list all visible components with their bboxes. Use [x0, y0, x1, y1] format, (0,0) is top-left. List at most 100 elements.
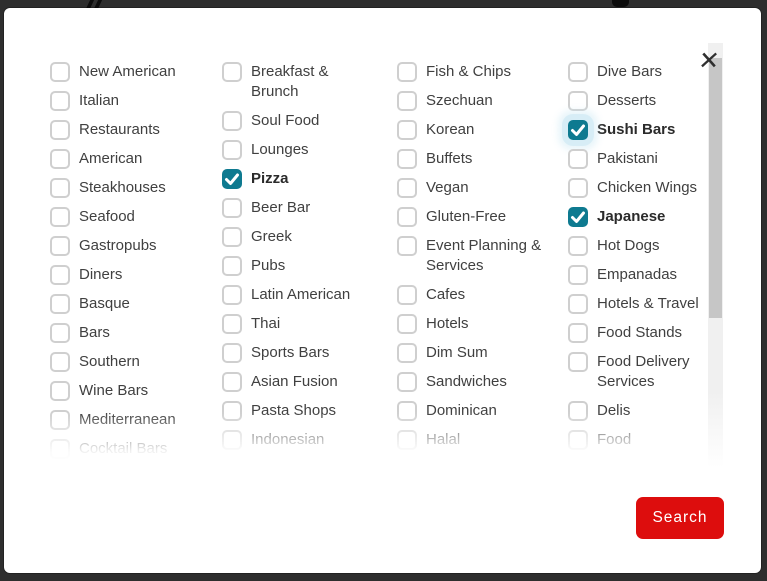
category-label[interactable]: Wine Bars [79, 382, 149, 399]
category-item[interactable]: Food Stands [568, 323, 713, 343]
category-label[interactable]: Soul Food [251, 112, 320, 129]
checkbox-unchecked[interactable] [50, 352, 70, 372]
category-label[interactable]: Sports Bars [251, 344, 330, 361]
category-item[interactable]: Beer Bar [222, 198, 363, 218]
category-item[interactable]: Empanadas [568, 265, 713, 285]
category-label[interactable]: Cafes [426, 286, 466, 303]
category-label[interactable]: Pakistani [597, 150, 658, 167]
category-item[interactable]: Dominican [397, 401, 547, 421]
category-label[interactable]: Thai [251, 315, 281, 332]
checkbox-unchecked[interactable] [50, 294, 70, 314]
checkbox-unchecked[interactable] [222, 140, 242, 160]
category-item[interactable]: New American [50, 62, 210, 82]
category-item[interactable]: Vegan [397, 178, 547, 198]
category-item[interactable]: Delis [568, 401, 713, 421]
checkbox-unchecked[interactable] [568, 62, 588, 82]
category-label[interactable]: Szechuan [426, 92, 493, 109]
category-item[interactable]: Buffets [397, 149, 547, 169]
category-item[interactable]: Dive Bars [568, 62, 713, 82]
category-item[interactable]: Pakistani [568, 149, 713, 169]
category-item[interactable]: Lounges [222, 140, 363, 160]
category-label[interactable]: Italian [79, 92, 120, 109]
checkbox-unchecked[interactable] [568, 265, 588, 285]
checkbox-unchecked[interactable] [397, 91, 417, 111]
category-item[interactable]: Hotels & Travel [568, 294, 713, 314]
category-label[interactable]: Breakfast & Brunch [251, 63, 329, 100]
category-label[interactable]: Delis [597, 402, 631, 419]
category-label[interactable]: Lounges [251, 141, 309, 158]
category-label[interactable]: Pubs [251, 257, 286, 274]
category-label[interactable]: Sandwiches [426, 373, 507, 390]
category-item[interactable]: Event Planning & Services [397, 236, 547, 276]
checkbox-unchecked[interactable] [397, 149, 417, 169]
checkbox-unchecked[interactable] [222, 343, 242, 363]
category-label[interactable]: Buffets [426, 150, 473, 167]
checkbox-unchecked[interactable] [222, 198, 242, 218]
checkbox-unchecked[interactable] [222, 227, 242, 247]
category-label[interactable]: Southern [79, 353, 140, 370]
category-label[interactable]: Basque [79, 295, 130, 312]
category-item[interactable]: Indonesian [222, 430, 363, 450]
category-item[interactable]: Hotels [397, 314, 547, 334]
category-label[interactable]: Diners [79, 266, 123, 283]
category-label[interactable]: Hotels & Travel [597, 295, 699, 312]
checkbox-unchecked[interactable] [568, 236, 588, 256]
category-item[interactable]: American [50, 149, 210, 169]
category-item[interactable]: Gastropubs [50, 236, 210, 256]
checkbox-unchecked[interactable] [397, 430, 417, 450]
category-label[interactable]: Mediterranean [79, 411, 176, 428]
checkbox-unchecked[interactable] [222, 62, 242, 82]
category-label[interactable]: Chicken Wings [597, 179, 698, 196]
category-label[interactable]: Vegan [426, 179, 469, 196]
checkbox-unchecked[interactable] [50, 323, 70, 343]
checkbox-unchecked[interactable] [50, 91, 70, 111]
category-label[interactable]: New American [79, 63, 176, 80]
checkbox-unchecked[interactable] [222, 430, 242, 450]
checkbox-unchecked[interactable] [397, 372, 417, 392]
checkbox-unchecked[interactable] [50, 439, 70, 459]
category-item[interactable]: Steakhouses [50, 178, 210, 198]
category-item[interactable]: Latin American [222, 285, 363, 305]
category-item[interactable]: Halal [397, 430, 547, 450]
category-item[interactable]: Bars [50, 323, 210, 343]
checkbox-unchecked[interactable] [222, 111, 242, 131]
checkbox-unchecked[interactable] [50, 62, 70, 82]
category-label[interactable]: Food Delivery Services [597, 353, 690, 390]
category-label[interactable]: Halal [426, 431, 461, 448]
category-label[interactable]: Indonesian [251, 431, 325, 448]
category-item[interactable]: Breakfast & Brunch [222, 62, 363, 102]
checkbox-unchecked[interactable] [50, 178, 70, 198]
category-label[interactable]: Japanese [597, 208, 666, 225]
checkbox-unchecked[interactable] [397, 236, 417, 256]
category-label[interactable]: Empanadas [597, 266, 678, 283]
checkbox-unchecked[interactable] [50, 381, 70, 401]
category-item[interactable]: Pasta Shops [222, 401, 363, 421]
category-label[interactable]: Seafood [79, 208, 135, 225]
category-label[interactable]: Sushi Bars [597, 121, 676, 138]
category-item[interactable]: Soul Food [222, 111, 363, 131]
category-item[interactable]: Basque [50, 294, 210, 314]
checkbox-unchecked[interactable] [222, 401, 242, 421]
category-label[interactable]: Gastropubs [79, 237, 157, 254]
category-item[interactable]: Desserts [568, 91, 713, 111]
checkbox-unchecked[interactable] [222, 256, 242, 276]
checkbox-unchecked[interactable] [397, 178, 417, 198]
checkbox-unchecked[interactable] [397, 285, 417, 305]
category-item[interactable]: Southern [50, 352, 210, 372]
category-item[interactable]: Pizza [222, 169, 363, 189]
category-item[interactable]: Dim Sum [397, 343, 547, 363]
category-item[interactable]: Fish & Chips [397, 62, 547, 82]
category-item[interactable]: Seafood [50, 207, 210, 227]
category-item[interactable]: Italian [50, 91, 210, 111]
category-label[interactable]: Pasta Shops [251, 402, 337, 419]
category-item[interactable]: Food [568, 430, 713, 450]
category-label[interactable]: Greek [251, 228, 292, 245]
checkbox-unchecked[interactable] [222, 314, 242, 334]
category-item[interactable]: Cocktail Bars [50, 439, 210, 459]
category-item[interactable]: Asian Fusion [222, 372, 363, 392]
category-item[interactable]: Wine Bars [50, 381, 210, 401]
checkbox-unchecked[interactable] [397, 314, 417, 334]
category-label[interactable]: Asian Fusion [251, 373, 338, 390]
category-label[interactable]: Food Stands [597, 324, 683, 341]
category-label[interactable]: Pizza [251, 170, 289, 187]
